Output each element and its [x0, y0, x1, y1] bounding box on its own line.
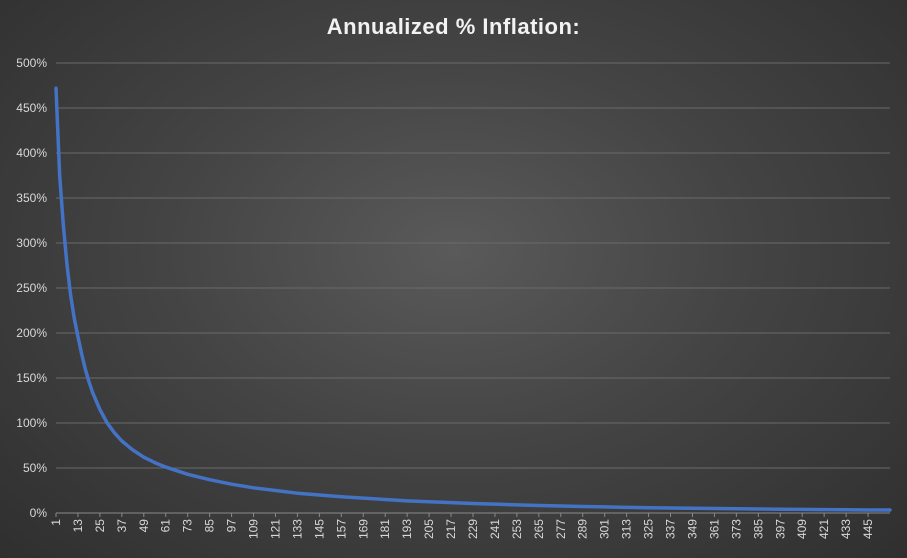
- x-tick-label: 445: [861, 519, 875, 539]
- x-tick-label: 49: [137, 519, 151, 533]
- y-tick-label: 350%: [16, 191, 47, 205]
- x-tick-label: 181: [378, 519, 392, 539]
- x-tick-label: 397: [773, 519, 787, 539]
- x-tick-label: 337: [664, 519, 678, 539]
- x-tick-label: 325: [642, 519, 656, 539]
- x-tick-label: 1: [49, 519, 63, 526]
- x-tick-label: 85: [203, 519, 217, 533]
- x-tick-label: 157: [334, 519, 348, 539]
- x-tick-label: 301: [598, 519, 612, 539]
- x-tick-label: 313: [620, 519, 634, 539]
- x-tick-label: 265: [532, 519, 546, 539]
- y-tick-label: 150%: [16, 371, 47, 385]
- x-tick-label: 277: [554, 519, 568, 539]
- series-line: [54, 86, 892, 512]
- y-tick-label: 300%: [16, 236, 47, 250]
- x-tick-label: 349: [685, 519, 699, 539]
- x-tick-label: 193: [400, 519, 414, 539]
- y-tick-label: 200%: [16, 326, 47, 340]
- x-tick-label: 97: [225, 519, 239, 533]
- x-tick-label: 73: [181, 519, 195, 533]
- y-tick-label: 400%: [16, 146, 47, 160]
- x-tick-label: 385: [751, 519, 765, 539]
- x-tick-label: 169: [356, 519, 370, 539]
- x-tick-label: 433: [839, 519, 853, 539]
- x-tick-label: 37: [115, 519, 129, 533]
- x-tick-label: 373: [729, 519, 743, 539]
- x-tick-label: 61: [159, 519, 173, 533]
- x-tick-label: 109: [247, 519, 261, 539]
- x-tick-label: 145: [312, 519, 326, 539]
- y-tick-label: 100%: [16, 416, 47, 430]
- x-tick-label: 253: [510, 519, 524, 539]
- x-tick-label: 13: [71, 519, 85, 533]
- x-tick-label: 241: [488, 519, 502, 539]
- x-tick-label: 217: [444, 519, 458, 539]
- y-tick-label: 250%: [16, 281, 47, 295]
- y-tick-label: 450%: [16, 101, 47, 115]
- chart-title: Annualized % Inflation:: [326, 14, 581, 39]
- x-tick-label: 421: [817, 519, 831, 539]
- x-tick-label: 289: [576, 519, 590, 539]
- x-tick-label: 229: [466, 519, 480, 539]
- y-tick-label: 500%: [16, 56, 47, 70]
- x-tick-label: 205: [422, 519, 436, 539]
- x-tick-label: 25: [93, 519, 107, 533]
- x-tick-label: 121: [268, 519, 282, 539]
- x-tick-label: 133: [290, 519, 304, 539]
- y-tick-label: 0%: [30, 506, 48, 520]
- x-tick-label: 409: [795, 519, 809, 539]
- y-tick-label: 50%: [23, 461, 47, 475]
- x-tick-label: 361: [707, 519, 721, 539]
